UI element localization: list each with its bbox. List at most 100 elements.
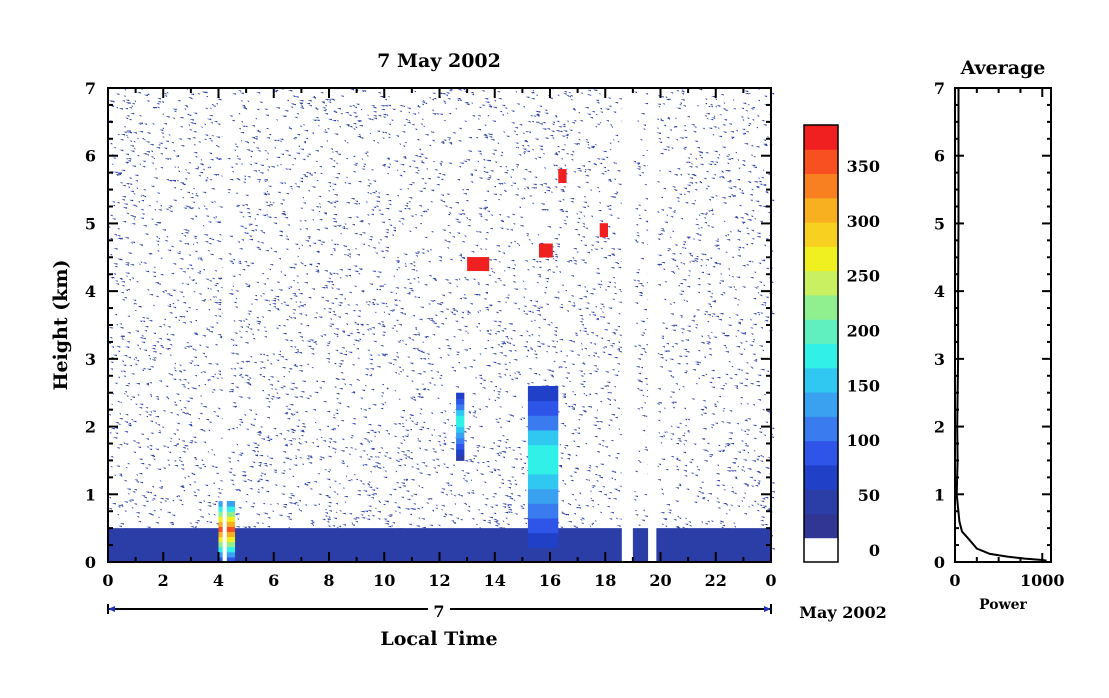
heatmap-cell — [527, 459, 559, 475]
heatmap-cell — [527, 547, 559, 563]
heatmap-cell — [527, 517, 559, 534]
profile-x-tick-label: 1000 — [1020, 571, 1065, 590]
y-tick-label: 1 — [85, 485, 96, 504]
profile-y-tick-label: 3 — [934, 350, 945, 369]
colorbar-swatch — [804, 464, 838, 490]
heatmap-frame — [107, 87, 772, 563]
heatmap-cell — [456, 426, 465, 433]
heatmap-cell — [538, 243, 553, 258]
date-axis-start-marker — [108, 606, 115, 612]
date-axis-month-label: May 2002 — [799, 603, 886, 622]
colorbar-swatch — [804, 197, 838, 223]
profile-x-label: Power — [979, 597, 1027, 613]
colorbar-swatch — [804, 416, 838, 442]
x-tick-label: 4 — [213, 571, 224, 590]
colorbar-tick-label: 250 — [847, 267, 880, 286]
heatmap-cell — [467, 257, 490, 272]
heatmap-cell — [456, 449, 465, 456]
date-axis — [107, 604, 772, 614]
heatmap-cell — [456, 404, 465, 411]
x-tick-label: 2 — [158, 571, 169, 590]
heatmap-cell — [527, 400, 559, 416]
x-tick-label: 18 — [594, 571, 616, 590]
profile-y-tick-label: 7 — [934, 79, 945, 98]
profile-frame — [954, 87, 1052, 563]
x-tick-label: 20 — [649, 571, 671, 590]
average-profile-plot: 0 1 2 3 4 5 6 7 0 1000 — [934, 79, 1065, 590]
colorbar-tick-label: 200 — [847, 321, 880, 340]
x-tick-label: 14 — [484, 571, 506, 590]
colorbar-swatch — [804, 513, 838, 539]
heatmap-cell — [456, 437, 465, 444]
x-tick-label: 12 — [428, 571, 450, 590]
colorbar-tick-label: 350 — [847, 157, 880, 176]
y-tick-label: 0 — [85, 553, 96, 572]
heatmap-y-label: Height (km) — [50, 260, 72, 391]
colorbar-tick-label: 300 — [847, 212, 880, 231]
profile-y-tick-label: 6 — [934, 147, 945, 166]
x-tick-label: 10 — [373, 571, 395, 590]
heatmap-cell — [527, 488, 559, 504]
colorbar-swatch — [804, 246, 838, 272]
heatmap-feature-convective-plume — [527, 385, 559, 563]
colorbar-tick-label: 50 — [858, 486, 880, 505]
y-tick-label: 3 — [85, 350, 96, 369]
heatmap-feature-elevated-layer — [558, 169, 567, 184]
heatmap-cell — [456, 432, 465, 439]
heatmap-cell — [456, 392, 465, 399]
heatmap-cell — [558, 169, 567, 184]
data-gap — [621, 89, 633, 561]
profile-title: Average — [960, 57, 1046, 79]
profile-y-tick-label: 5 — [934, 214, 945, 233]
colorbar-swatch — [804, 222, 838, 247]
x-tick-label: 0 — [765, 571, 776, 590]
heatmap-cell — [527, 415, 559, 431]
data-gap — [222, 89, 227, 561]
heatmap-cell — [456, 415, 465, 422]
colorbar-swatch — [804, 489, 838, 514]
y-tick-label: 2 — [85, 418, 96, 437]
colorbar-tick-label: 150 — [847, 376, 880, 395]
colorbar-swatch — [804, 319, 838, 344]
main-title: 7 May 2002 — [377, 50, 501, 72]
heatmap-cell — [527, 429, 559, 446]
heatmap-plot-area — [108, 88, 775, 564]
y-tick-label: 7 — [85, 79, 96, 98]
x-tick-label: 0 — [102, 571, 113, 590]
colorbar-swatch — [804, 367, 838, 393]
heatmap-cell — [527, 385, 559, 402]
background-noise-speckle — [108, 88, 775, 564]
profile-x-tick-label: 0 — [949, 571, 960, 590]
colorbar-swatch — [804, 294, 838, 320]
colorbar: 0 50 100 150 200 250 300 350 — [803, 124, 880, 563]
colorbar-tick-label: 0 — [869, 541, 880, 560]
heatmap-cell — [599, 223, 609, 238]
profile-y-tick-label: 0 — [934, 553, 945, 572]
colorbar-swatch — [804, 149, 838, 175]
data-gap — [648, 89, 657, 561]
colorbar-tick-label: 100 — [847, 431, 880, 450]
heatmap-x-label: Local Time — [380, 628, 497, 650]
profile-y-tick-label: 2 — [934, 418, 945, 437]
colorbar-swatch — [804, 440, 838, 466]
heatmap-cell — [527, 473, 559, 490]
heatmap-feature-plume — [456, 392, 465, 461]
colorbar-swatch — [804, 270, 838, 296]
colorbar-swatch — [804, 173, 838, 199]
colorbar-swatch — [804, 343, 838, 369]
heatmap-cell — [456, 443, 465, 450]
heatmap-cell — [456, 420, 465, 428]
heatmap-cell — [456, 398, 465, 405]
colorbar-frame — [803, 124, 839, 563]
date-axis-end-marker — [764, 606, 771, 612]
heatmap-cell — [527, 532, 559, 548]
profile-y-tick-label: 4 — [934, 282, 945, 301]
y-tick-label: 5 — [85, 214, 96, 233]
colorbar-swatch — [804, 392, 838, 417]
colorbar-swatch-zero — [804, 537, 838, 562]
heatmap-feature-elevated-layer — [538, 243, 553, 258]
colorbar-swatch — [804, 125, 838, 150]
profile-y-tick-label: 1 — [934, 485, 945, 504]
